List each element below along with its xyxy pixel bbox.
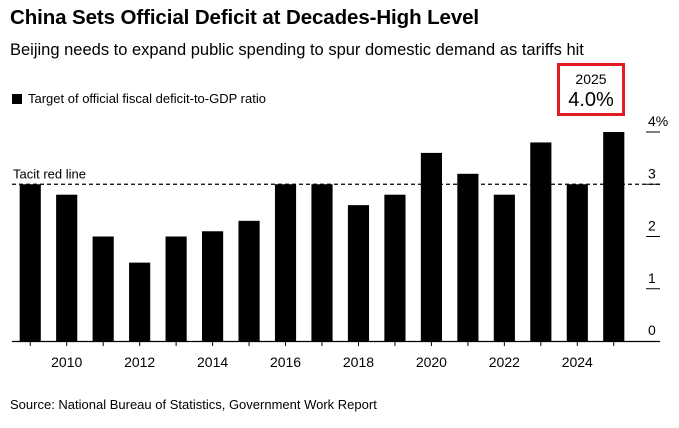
y-axis: 0 1 2 3 4% xyxy=(646,113,668,338)
reference-line-group: Tacit red line xyxy=(12,166,660,185)
x-tick-label: 2010 xyxy=(51,354,82,370)
x-tick-label: 2014 xyxy=(197,354,228,370)
chart-subtitle: Beijing needs to expand public spending … xyxy=(10,41,584,59)
legend-label: Target of official fiscal deficit-to-GDP… xyxy=(28,91,266,106)
bar-2013 xyxy=(165,236,187,341)
y-tick-label: 2 xyxy=(648,218,656,234)
bar-2018 xyxy=(347,205,370,341)
bar-2015 xyxy=(238,220,260,341)
bar-2024 xyxy=(566,184,588,341)
x-axis: 2010 2012 2014 2016 2018 2020 2022 2024 xyxy=(12,340,660,370)
reference-line-label: Tacit red line xyxy=(13,166,86,181)
bar-2025 xyxy=(603,132,625,341)
x-tick-label: 2024 xyxy=(562,354,593,370)
y-tick-label: 1 xyxy=(648,270,656,286)
callout-year: 2025 xyxy=(575,71,607,87)
callout-value: 4.0% xyxy=(568,89,614,111)
bar-2023 xyxy=(530,142,552,341)
x-tick-label: 2016 xyxy=(270,354,301,370)
x-tick-label: 2018 xyxy=(343,354,374,370)
chart-title: China Sets Official Deficit at Decades-H… xyxy=(10,6,480,29)
bar-2009 xyxy=(19,184,41,341)
bar-2021 xyxy=(457,173,479,341)
bar-2019 xyxy=(384,194,406,341)
y-tick-label: 4% xyxy=(648,113,668,129)
y-tick-label: 0 xyxy=(648,322,656,338)
x-tick-label: 2012 xyxy=(124,354,155,370)
bar-2010 xyxy=(56,194,78,341)
bar-2012 xyxy=(129,262,151,342)
bar-2020 xyxy=(420,152,442,341)
bar-2014 xyxy=(202,231,224,341)
bar-2022 xyxy=(493,194,515,341)
y-tick-label: 3 xyxy=(648,165,656,181)
legend-swatch-square-icon xyxy=(12,93,22,104)
source-note: Source: National Bureau of Statistics, G… xyxy=(10,397,377,412)
callout-box: 2025 4.0% xyxy=(557,63,625,116)
bar-2017 xyxy=(311,184,333,341)
bar-2011 xyxy=(92,236,114,341)
legend: Target of official fiscal deficit-to-GDP… xyxy=(12,91,266,106)
x-tick-label: 2022 xyxy=(489,354,520,370)
bar-2016 xyxy=(274,184,297,341)
bars-group xyxy=(19,132,625,342)
x-tick-label: 2020 xyxy=(416,354,447,370)
